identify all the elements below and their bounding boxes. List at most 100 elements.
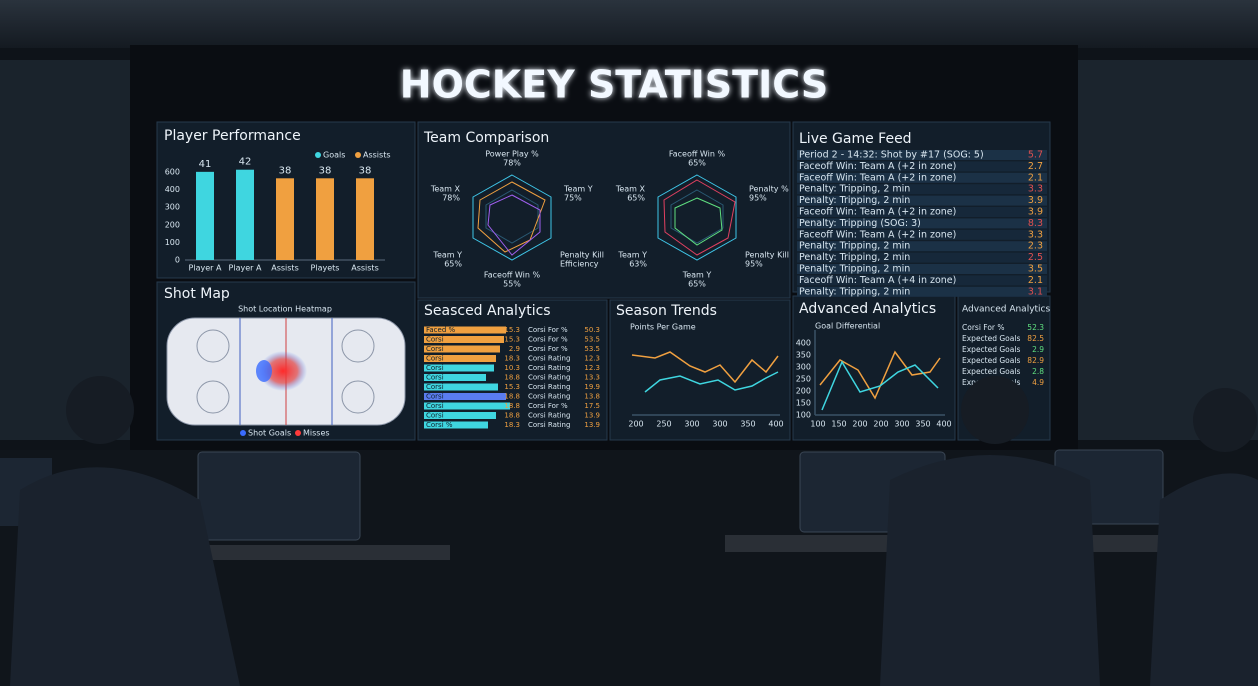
- person: [880, 455, 1100, 686]
- feed-row: [797, 207, 1047, 217]
- feed-row: [797, 241, 1047, 252]
- data-label: 38: [319, 165, 332, 176]
- x-tick-label: 250: [656, 420, 671, 429]
- panel-subtitle: Shot Location Heatmap: [238, 305, 332, 314]
- row-label: Corsi: [426, 402, 444, 410]
- radar-series: [663, 179, 736, 256]
- feed-text: Faceoff Win: Team A (+2 in zone): [799, 229, 956, 240]
- feed-value: 3.3: [1028, 184, 1043, 195]
- row-value: 50.3: [584, 326, 600, 334]
- y-tick-label: 0: [175, 256, 180, 265]
- radar-series: [487, 194, 541, 256]
- feed-text: Faceoff Win: Team A (+4 in zone): [799, 275, 956, 286]
- x-tick-label: Player A: [189, 264, 222, 273]
- row-bar: [424, 345, 500, 353]
- x-tick-label: Assists: [271, 264, 299, 273]
- row-value: 15.3: [504, 336, 520, 344]
- row-value: 13.8: [584, 393, 600, 401]
- faceoff-circle: [341, 380, 375, 414]
- radar-label: Team Y: [682, 271, 712, 280]
- radar-label: 65%: [444, 260, 462, 269]
- feed-row: [797, 161, 1047, 172]
- row-value: 52.3: [1027, 323, 1044, 332]
- row-value: 53.5: [584, 336, 600, 344]
- feed-value: 3.9: [1028, 207, 1043, 218]
- x-tick-label: 300: [712, 420, 727, 429]
- radar-label: Efficiency: [560, 260, 599, 269]
- row-value: 82.9: [1027, 356, 1044, 365]
- panel-title: Seasced Analytics: [424, 303, 551, 319]
- row-label: Corsi For %: [528, 326, 568, 334]
- row-label: Corsi Rating: [528, 364, 570, 372]
- radar-series: [674, 197, 723, 246]
- row-value: 17.5: [584, 402, 600, 410]
- row-bar: [424, 383, 498, 391]
- row-label: Corsi: [426, 345, 444, 353]
- y-tick-label: 200: [796, 387, 811, 396]
- row-value: 13.3: [584, 374, 600, 382]
- feed-text: Faceoff Win: Team A (+2 in zone): [799, 161, 956, 172]
- person: [10, 467, 240, 686]
- row-value: 19.9: [584, 383, 600, 391]
- feed-row: [797, 286, 1047, 297]
- radar-label: Team Y: [617, 251, 647, 260]
- panel: [417, 121, 791, 299]
- data-label: 38: [279, 165, 292, 176]
- legend-label: Assists: [363, 151, 391, 160]
- bar: [196, 171, 214, 260]
- radar-label: Team X: [430, 185, 461, 194]
- y-tick-label: 100: [165, 238, 180, 247]
- row-value: 18.8: [504, 374, 520, 382]
- feed-row: [797, 172, 1047, 183]
- feed-row: [797, 150, 1047, 160]
- feed-text: Penalty: Tripping, 2 min: [799, 184, 910, 195]
- row-bar: [424, 364, 494, 372]
- trend-line: [644, 371, 779, 393]
- row-label: Corsi Rating: [528, 374, 570, 382]
- row-label: Faced %: [426, 326, 455, 334]
- faceoff-circle: [341, 329, 375, 363]
- radar-label: 95%: [745, 260, 763, 269]
- row-value: 53.5: [584, 345, 600, 353]
- row-value: 15.3: [504, 383, 520, 391]
- feed-text: Period 2 - 14:32: Shot by #17 (SOG: 5): [799, 150, 984, 161]
- radar-label: Faceoff Win %: [484, 271, 541, 280]
- feed-text: Faceoff Win: Team A (+2 in zone): [799, 172, 956, 183]
- row-label: Corsi Rating: [528, 421, 570, 429]
- radar-label: 78%: [442, 194, 460, 203]
- feed-value: 3.9: [1028, 195, 1043, 206]
- row-value: 82.5: [1027, 334, 1044, 343]
- radar-grid: [472, 174, 552, 261]
- legend-swatch: [295, 430, 301, 436]
- x-tick-label: 400: [768, 420, 783, 429]
- row-label: Corsi: [426, 393, 444, 401]
- feed-text: Penalty: Tripping, 2 min: [799, 195, 910, 206]
- feed-value: 3.1: [1028, 286, 1043, 297]
- feed-value: 2.5: [1028, 252, 1043, 263]
- panel-title: Season Trends: [616, 303, 717, 319]
- row-label: Corsi For %: [528, 345, 568, 353]
- x-tick-label: 150: [831, 420, 846, 429]
- feed-text: Penalty: Tripping, 2 min: [799, 264, 910, 275]
- radar-label: 95%: [749, 194, 767, 203]
- radar-label: 75%: [564, 194, 582, 203]
- radar-grid: [485, 189, 539, 244]
- radar-label: Penalty Kill: [745, 251, 789, 260]
- row-value: 15.3: [504, 326, 520, 334]
- row-label: Corsi For %: [962, 323, 1005, 332]
- rink: [166, 317, 406, 426]
- y-tick-label: 400: [165, 185, 180, 194]
- x-tick-label: 300: [684, 420, 699, 429]
- row-label: Corsi: [426, 355, 444, 363]
- feed-value: 3.3: [1028, 229, 1043, 240]
- heatmap: [256, 360, 272, 382]
- x-tick-label: Player A: [229, 264, 262, 273]
- legend-swatch: [315, 152, 321, 158]
- faceoff-circle: [196, 329, 230, 363]
- trend-lines: [631, 330, 945, 416]
- side-wall: [0, 60, 130, 440]
- radar-series: [477, 181, 546, 253]
- radar-label: Penalty %: [749, 185, 789, 194]
- radar-label: 63%: [629, 260, 647, 269]
- bar: [236, 169, 254, 260]
